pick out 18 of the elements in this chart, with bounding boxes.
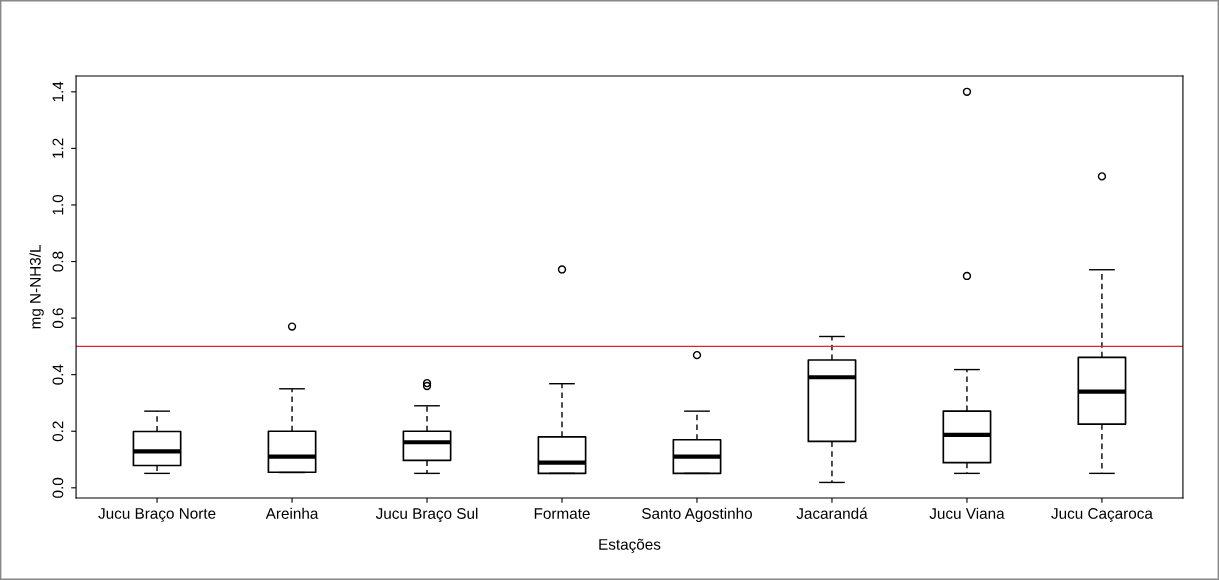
x-tick-label: Santo Agostinho [642,507,752,522]
y-tick-label: 0.4 [52,364,64,385]
y-tick-label: 1.0 [52,194,64,215]
x-tick-label: Jacarandá [796,507,868,519]
y-tick-label: 1.2 [52,138,64,158]
x-tick-label: Jucu Caçaroca [1051,508,1153,522]
y-tick-label: 1.4 [52,81,64,102]
y-tick-label: 0.6 [52,308,64,329]
x-tick-label: Jucu Viana [929,507,1005,519]
y-tick-label: 0.8 [52,251,64,272]
y-axis-title: mg N-NH3/L [29,245,44,329]
x-axis-title: Estações [599,538,661,553]
y-tick-label: 0.2 [52,421,64,442]
x-tick-label: Jucu Braço Norte [98,508,216,522]
x-tick-label: Jucu Braço Sul [375,507,478,523]
x-tick-label: Formate [534,508,590,519]
x-tick-label: Areinha [265,507,319,519]
y-tick-label: 0.0 [52,477,64,498]
